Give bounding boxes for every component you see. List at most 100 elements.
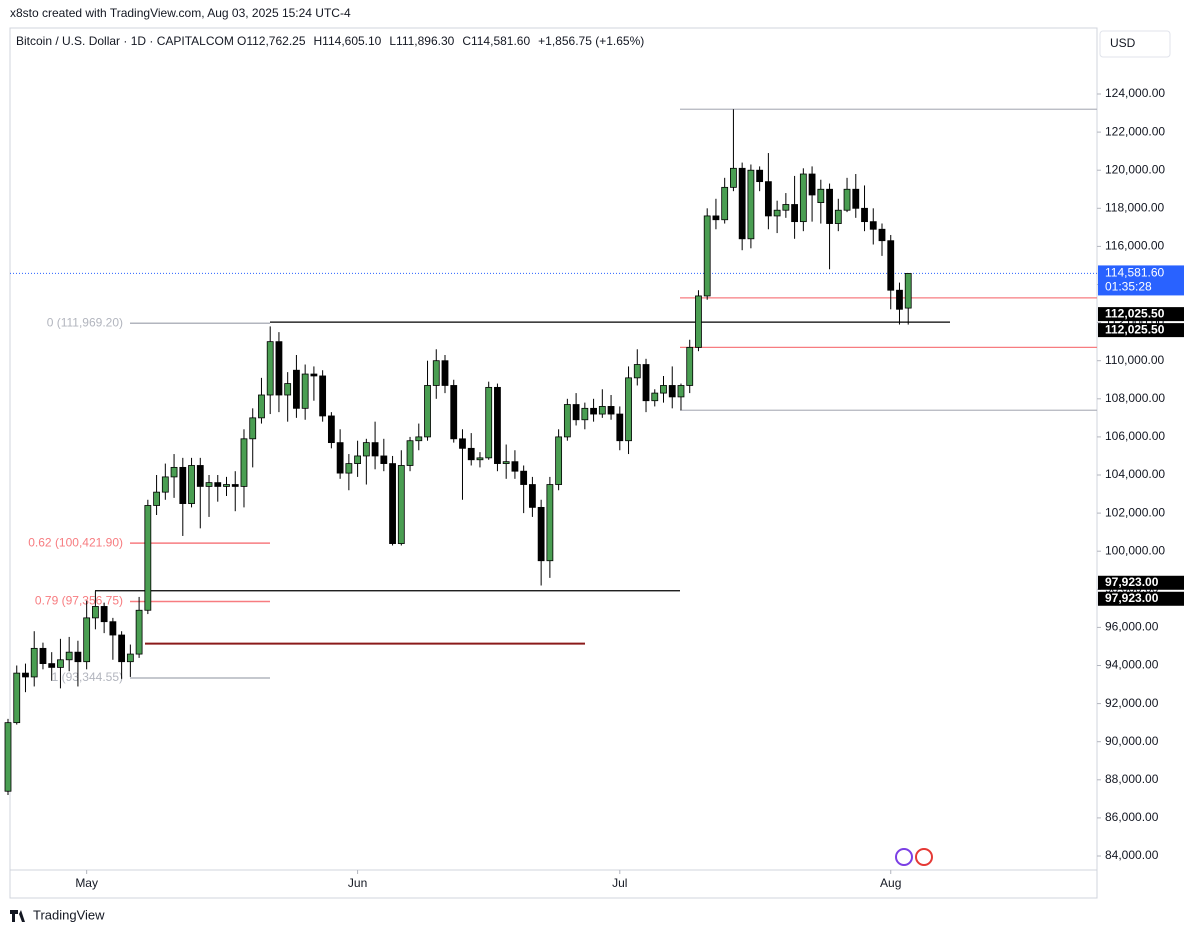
- candle-body: [834, 209, 842, 224]
- candle-body: [485, 386, 493, 459]
- candle-body: [83, 617, 91, 663]
- level-axis-label: 97,923.00: [1105, 591, 1159, 605]
- currency[interactable]: USD: [1110, 36, 1136, 50]
- candle-body: [441, 360, 449, 386]
- x-tick-label: Jul: [612, 876, 627, 890]
- candle-body: [887, 240, 895, 291]
- x-tick-label: Aug: [880, 876, 901, 890]
- candle-body: [284, 383, 292, 396]
- candle-body: [74, 651, 82, 663]
- y-tick-label: 108,000.00: [1105, 391, 1165, 405]
- candle-body: [660, 385, 667, 394]
- candle-body: [878, 228, 886, 242]
- candle-body: [266, 341, 274, 396]
- plot: 0 (111,969.20) 0.62 (100,421.90) 0.79 (97,…: [4, 108, 1097, 796]
- candle-body: [808, 173, 816, 196]
- level-axis-label: 112,025.50: [1105, 322, 1165, 336]
- candle-body: [747, 169, 755, 240]
- candle-body: [13, 672, 21, 724]
- fib-label: 0.79 (97,356.75): [35, 594, 123, 608]
- candle-body: [668, 385, 676, 398]
- candle-body: [135, 609, 143, 655]
- candle-body: [511, 461, 519, 472]
- candle-body: [240, 438, 248, 487]
- candle-body: [223, 484, 230, 487]
- candle-body: [869, 221, 877, 230]
- candle-body: [703, 215, 711, 297]
- candle-body: [896, 289, 903, 310]
- candle-body: [57, 659, 64, 668]
- candle-body: [651, 392, 659, 402]
- candle-body: [275, 341, 283, 396]
- candle-body: [179, 466, 187, 504]
- ohlc-value: C114,581.60: [462, 34, 530, 48]
- candle-body: [231, 484, 239, 487]
- chart-title: Bitcoin / U.S. Dollar · 1D · CAPITALCOM: [16, 34, 234, 48]
- x-tick-label: May: [75, 876, 98, 890]
- candle-body: [467, 447, 475, 461]
- candle-body: [48, 663, 56, 668]
- level-axis-tag: [1098, 575, 1184, 590]
- frame: [9, 27, 1098, 899]
- candle-body: [100, 606, 108, 623]
- y-tick-label: 116,000.00: [1105, 239, 1164, 253]
- candle-body: [310, 373, 318, 377]
- y-tick-label: 110,000.00: [1105, 353, 1164, 367]
- y-tick-label: 92,000.00: [1105, 696, 1159, 710]
- y-tick-label: 96,000.00: [1105, 620, 1159, 634]
- candle-body: [712, 215, 720, 221]
- candle-body: [424, 385, 431, 438]
- candle-body: [546, 484, 554, 562]
- candle-body: [738, 167, 746, 240]
- candle-body: [30, 647, 38, 678]
- candle-body: [389, 463, 396, 544]
- candle-body: [380, 455, 388, 464]
- candle-body: [843, 188, 851, 211]
- y-tick-label: 86,000.00: [1105, 810, 1159, 824]
- candle-body: [782, 204, 790, 211]
- y-tick-label: 124,000.00: [1105, 86, 1165, 100]
- candle-body: [581, 407, 589, 421]
- candle-body: [502, 461, 510, 464]
- candle-body: [459, 438, 466, 449]
- candle-body: [406, 440, 414, 466]
- level-axis-label: 112,025.50: [1105, 306, 1165, 320]
- candle-body: [92, 606, 99, 619]
- candle-body: [520, 470, 528, 485]
- candle-body: [118, 634, 126, 663]
- credit: x8sto created with TradingView.com, Aug …: [10, 6, 351, 20]
- candle-body: [293, 369, 300, 409]
- candle-body: [258, 394, 265, 419]
- candle-body: [450, 385, 458, 440]
- candle-body: [686, 346, 694, 386]
- candle-body: [39, 647, 47, 664]
- candle-body: [817, 188, 825, 203]
- ohlc-value: H114,605.10: [314, 34, 382, 48]
- candle-body: [642, 364, 650, 402]
- countdown: 01:35:28: [1105, 280, 1152, 294]
- ohlc-legend: O112,762.25 H114,605.10 L111,896.30 C114,58…: [237, 34, 644, 48]
- candle-body: [852, 188, 860, 209]
- candle-body: [904, 273, 912, 309]
- candle-body: [65, 651, 73, 661]
- currency-button[interactable]: [1099, 30, 1171, 58]
- candle-body: [4, 722, 12, 792]
- x-tick-label: Jun: [348, 876, 367, 890]
- candle-body: [371, 442, 379, 457]
- candle-body: [144, 505, 152, 611]
- y-tick-label: 102,000.00: [1105, 505, 1165, 519]
- fib-label: 0.62 (100,421.90): [28, 535, 123, 549]
- candle-body: [625, 377, 632, 442]
- candle-body: [756, 169, 764, 183]
- candle-body: [616, 413, 624, 442]
- candle-body: [301, 373, 309, 409]
- candle-body: [415, 436, 423, 442]
- candle-body: [249, 417, 257, 440]
- candle-body: [327, 415, 335, 444]
- candle-body: [476, 457, 484, 461]
- candle-body: [336, 442, 344, 474]
- candle-body: [537, 506, 545, 562]
- candle-body: [196, 465, 204, 487]
- y-tick-label: 118,000.00: [1105, 200, 1164, 214]
